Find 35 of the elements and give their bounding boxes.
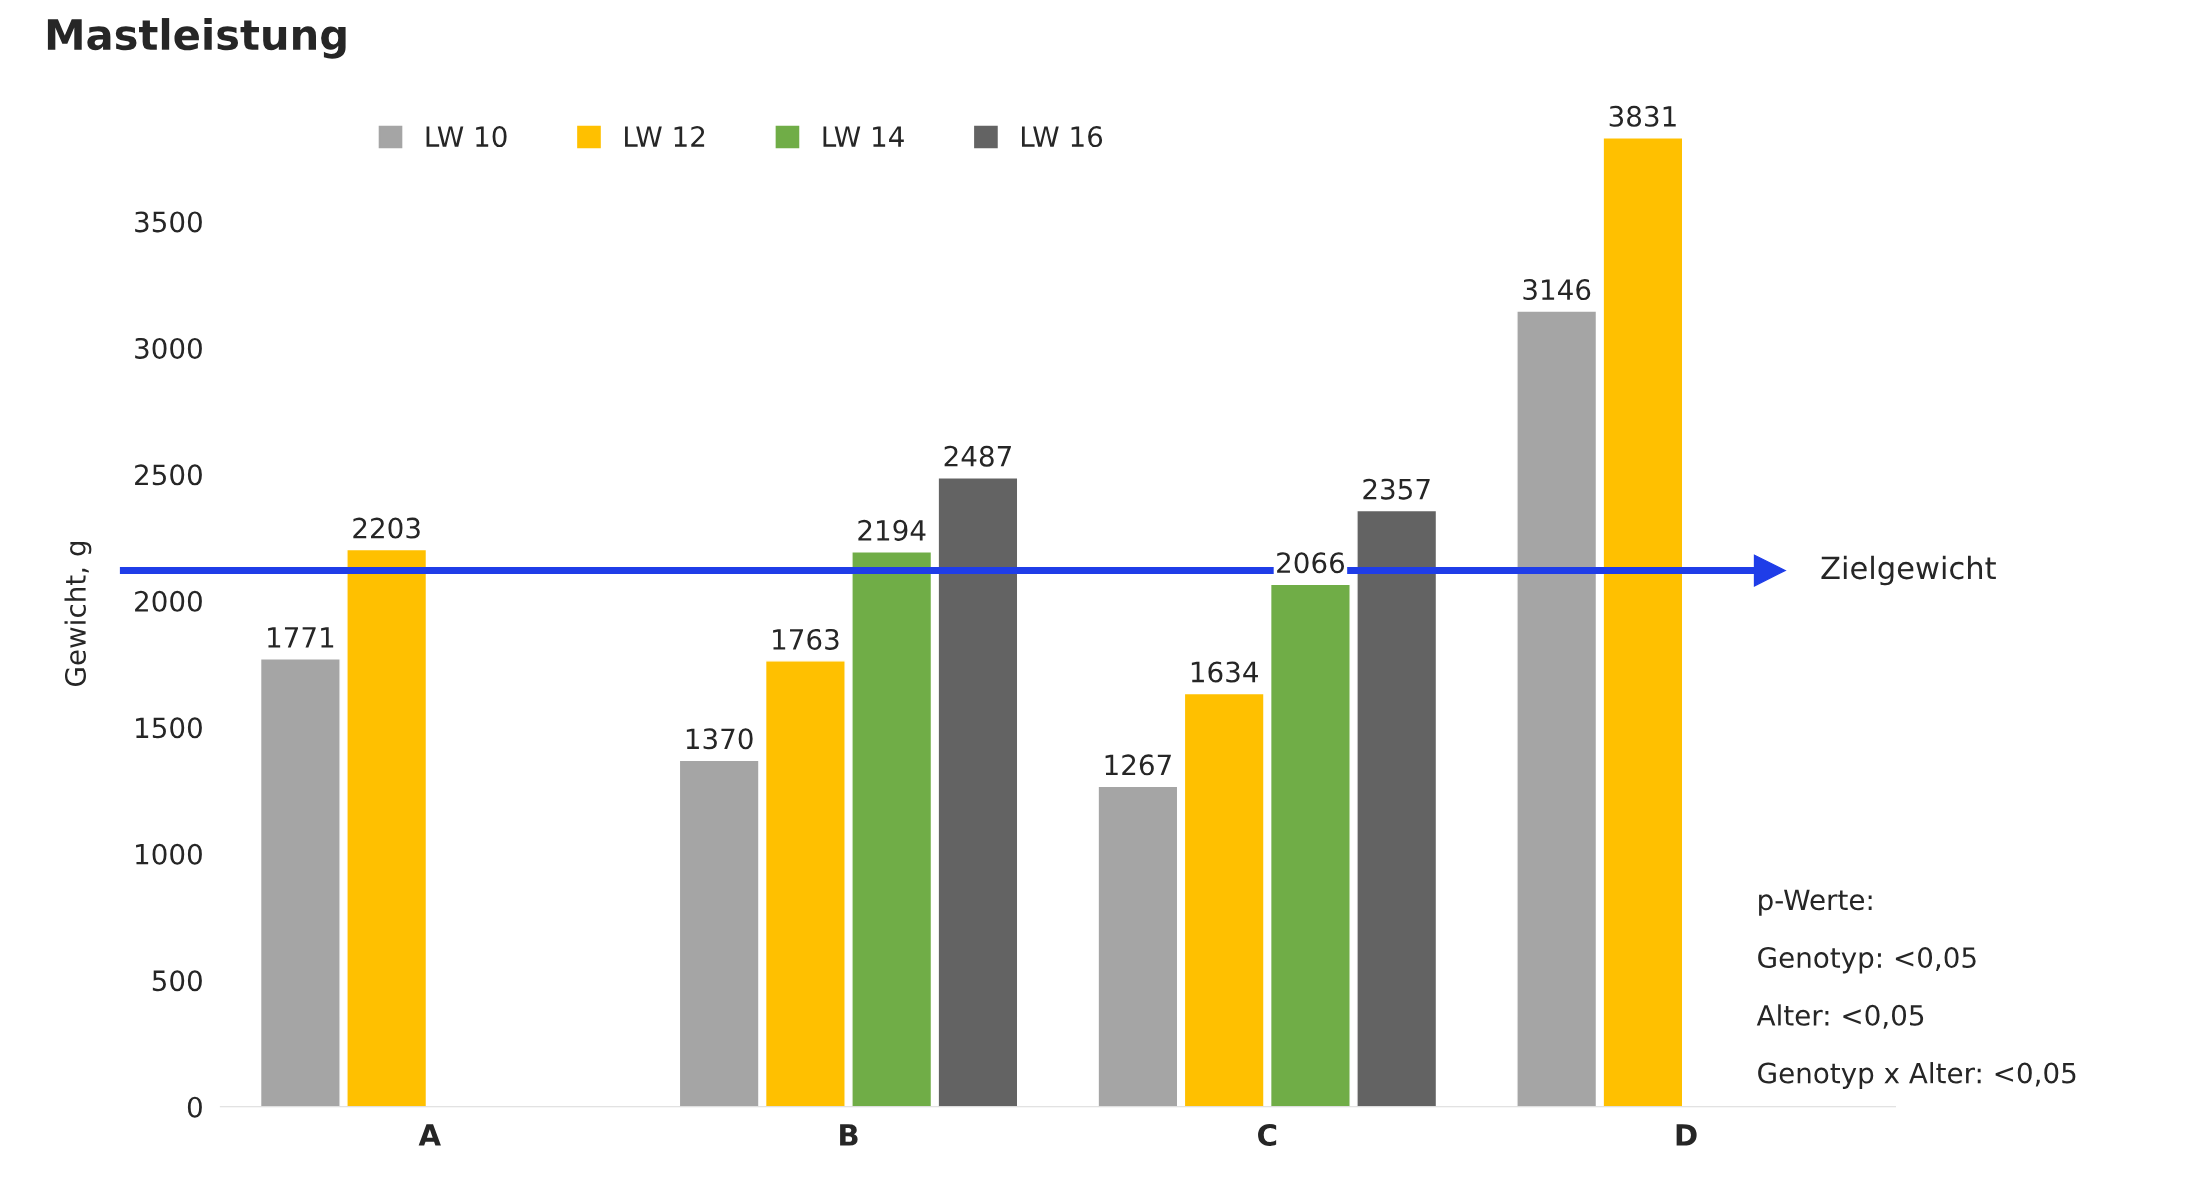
annotation: Alter: <0,05 bbox=[1756, 1004, 1924, 1029]
y-tick-label: 3500 bbox=[135, 211, 202, 233]
data-label: 1267 bbox=[1105, 754, 1171, 776]
data-label: 2194 bbox=[858, 519, 926, 541]
x-tick-label: D bbox=[1676, 1124, 1697, 1146]
ref-line-label: Zielgewicht bbox=[1821, 555, 1996, 586]
annotation: Genotyp x Alter: <0,05 bbox=[1758, 1062, 2076, 1089]
y-tick-label: 3000 bbox=[135, 337, 202, 359]
data-label: 1763 bbox=[773, 628, 839, 650]
x-tick-label: A bbox=[418, 1124, 441, 1146]
data-label: 2066 bbox=[1277, 552, 1345, 574]
x-tick-label: B bbox=[840, 1124, 858, 1146]
x-tick-label: C bbox=[1258, 1123, 1277, 1146]
legend-label: LW 14 bbox=[823, 126, 904, 147]
data-label: 3146 bbox=[1523, 279, 1591, 301]
annotation: Genotyp: <0,05 bbox=[1758, 947, 1976, 974]
chart-title: Mastleistung bbox=[47, 18, 346, 59]
data-label: 3831 bbox=[1609, 105, 1676, 127]
y-tick-label: 0 bbox=[187, 1096, 202, 1118]
data-label: 2203 bbox=[353, 517, 420, 539]
y-tick-label: 2000 bbox=[135, 590, 202, 612]
legend-label: LW 12 bbox=[625, 126, 705, 147]
y-tick-label: 2500 bbox=[135, 464, 202, 486]
data-label: 1634 bbox=[1191, 661, 1258, 683]
data-label: 1771 bbox=[268, 627, 334, 648]
y-axis-title: Gewicht, g bbox=[64, 542, 92, 687]
legend-label: LW 16 bbox=[1021, 126, 1103, 148]
y-tick-label: 1000 bbox=[136, 843, 202, 865]
y-tick-label: 500 bbox=[152, 970, 202, 992]
y-tick-label: 1500 bbox=[136, 717, 202, 739]
data-label: 1370 bbox=[686, 728, 753, 750]
legend-label: LW 10 bbox=[426, 126, 507, 148]
data-label: 2487 bbox=[944, 445, 1011, 467]
data-label: 2357 bbox=[1363, 478, 1430, 500]
annotation: p-Werte: bbox=[1759, 889, 1872, 916]
